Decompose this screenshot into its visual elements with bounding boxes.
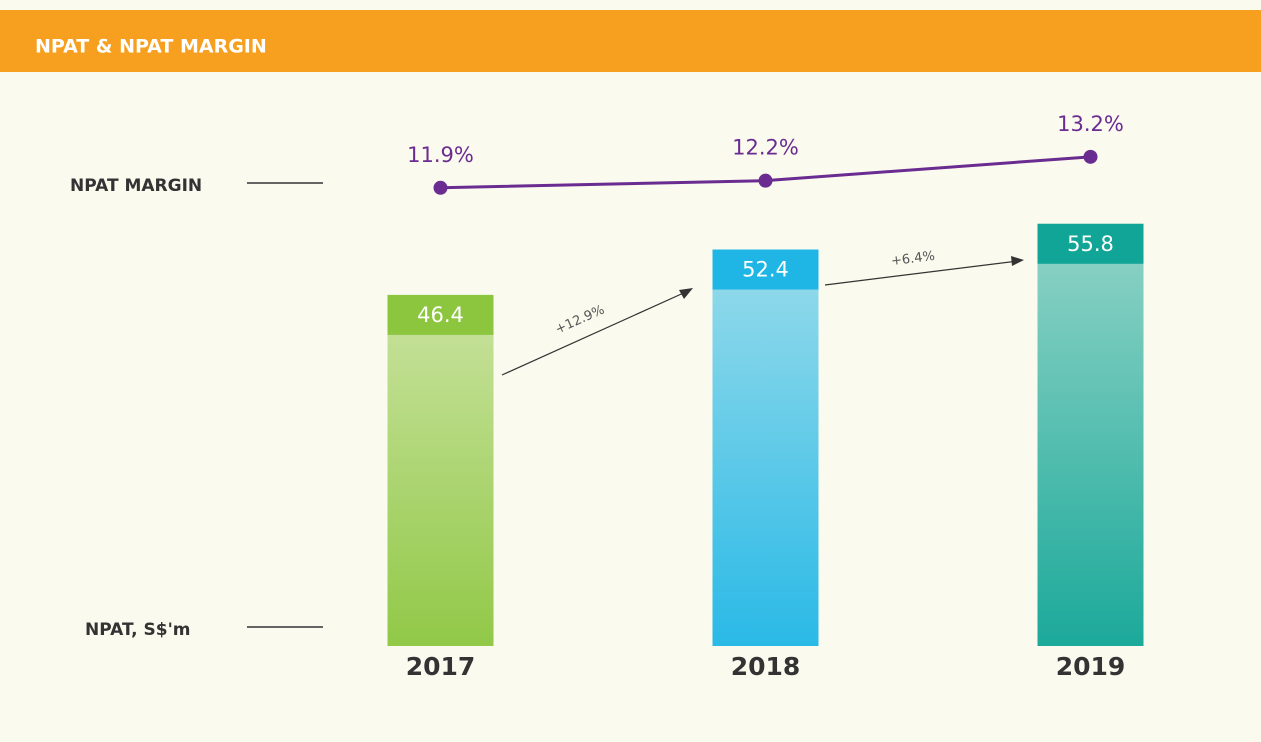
- data-label: 13.2%: [1057, 112, 1124, 136]
- header: [0, 10, 1261, 72]
- data-label: 55.8: [1067, 232, 1114, 256]
- arrow: [501, 290, 689, 376]
- arrow-head: [1011, 256, 1024, 266]
- bar: [1037, 223, 1144, 646]
- data-label: 12.2%: [732, 136, 799, 160]
- data-label: 46.4: [417, 303, 464, 327]
- bar: [387, 294, 494, 646]
- arrow-head: [679, 288, 693, 299]
- bar-label-band: [1037, 223, 1144, 264]
- data-label: 11.9%: [407, 143, 474, 167]
- x-tick-label: 2018: [731, 652, 801, 681]
- bar-label-band: [712, 249, 819, 290]
- bar: [712, 249, 819, 647]
- arrow: [824, 260, 1019, 286]
- x-tick-label: 2019: [1056, 652, 1126, 681]
- x-tick-label: 2017: [406, 652, 476, 681]
- legend-label: NPAT MARGIN: [70, 176, 202, 196]
- marker: [433, 180, 448, 195]
- legend-label: NPAT, S$'m: [85, 620, 191, 640]
- marker: [1083, 149, 1098, 164]
- annotation: +6.4%: [890, 249, 935, 269]
- chart-title: NPAT & NPAT MARGIN: [35, 36, 267, 58]
- bar-label-band: [387, 294, 494, 335]
- marker: [758, 173, 773, 188]
- data-label: 52.4: [742, 258, 789, 282]
